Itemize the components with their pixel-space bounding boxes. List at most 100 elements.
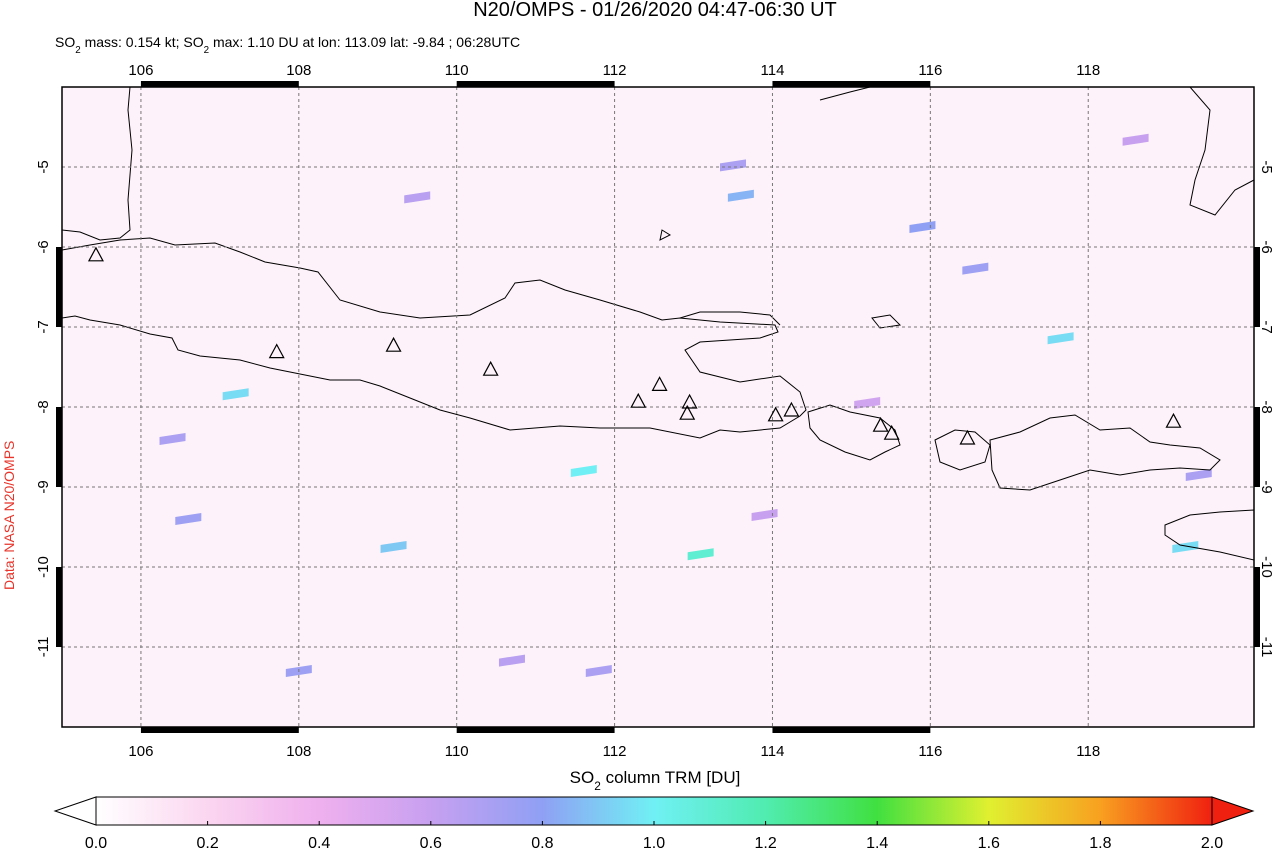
volcano — [385, 336, 402, 352]
volcano — [651, 376, 668, 391]
coastline — [1164, 509, 1254, 561]
axis-band — [56, 407, 62, 487]
volcano — [87, 246, 104, 262]
y-tick-label: -9 — [1258, 480, 1272, 493]
so2-pixel — [159, 433, 186, 445]
so2-pixel — [1185, 469, 1212, 481]
y-tick-label: -7 — [35, 320, 52, 333]
y-tick-label: -5 — [35, 160, 52, 173]
volcano — [681, 393, 698, 409]
so2-pixel — [404, 191, 431, 204]
colorbar-tick-label: 1.8 — [1089, 835, 1111, 852]
coastline — [807, 404, 901, 461]
axis-band — [1254, 247, 1260, 327]
volcanoes — [87, 246, 1182, 445]
so2-pixel — [962, 262, 989, 275]
colorbar-tick-label: 0.2 — [196, 835, 218, 852]
so2-pixel — [909, 221, 936, 233]
subscript: 2 — [75, 45, 80, 56]
x-tick-label: 116 — [918, 743, 942, 760]
y-tick-label: -11 — [35, 637, 52, 658]
volcano — [630, 392, 647, 408]
coastlines — [62, 87, 1254, 561]
axis-band — [56, 567, 62, 647]
so2-pixel — [380, 541, 407, 553]
colorbar-tick-label: 1.2 — [754, 835, 776, 852]
x-tick-label: 106 — [128, 743, 153, 760]
axis-band — [456, 727, 615, 733]
so2-pixel — [854, 397, 881, 409]
volcano — [767, 406, 784, 422]
axis-band — [140, 81, 299, 87]
y-tick-label: -10 — [35, 556, 52, 578]
title: N20/OMPS - 01/26/2020 04:47-06:30 UT — [473, 0, 837, 21]
volcano — [883, 424, 900, 440]
subscript: 2 — [204, 45, 209, 56]
text-part: SO — [55, 34, 75, 50]
volcano — [268, 343, 285, 359]
y-tick-label: -6 — [1258, 240, 1272, 253]
text-part: mass: 0.154 kt; SO — [81, 34, 204, 50]
axes: 106 106 108 108 110 110 112 112 114 114 116 116 118 1… — [35, 62, 1272, 760]
axis-band — [1254, 567, 1260, 647]
x-tick-label: 108 — [286, 62, 311, 79]
so2-pixel — [570, 465, 597, 477]
coastline — [62, 87, 133, 241]
subtitle: SO2 mass: 0.154 kt; SO2 max: 1.10 DU at … — [55, 34, 520, 56]
so2-pixel — [719, 159, 746, 172]
colorbar-under — [53, 796, 97, 826]
credit: Data: NASA N20/OMPS — [1, 441, 17, 590]
colorbar — [95, 796, 1213, 826]
volcano — [1165, 412, 1182, 428]
volcano — [959, 429, 976, 445]
so2-pixel — [498, 654, 525, 667]
y-tick-label: -8 — [35, 400, 52, 413]
colorbar-tick-label: 2.0 — [1201, 835, 1223, 852]
colorbar-label: SO2 column TRM [DU] — [570, 768, 741, 793]
y-tick-label: -8 — [1258, 400, 1272, 413]
x-tick-label: 110 — [445, 743, 469, 760]
pixel-layer — [159, 133, 1212, 677]
so2-pixel — [1047, 332, 1074, 345]
so2-pixel — [687, 548, 714, 561]
x-tick-label: 118 — [1076, 62, 1100, 79]
colorbar-tick-label: 1.0 — [643, 835, 665, 852]
so2-pixel — [727, 189, 754, 202]
coastline — [62, 237, 807, 439]
so2-pixel — [751, 509, 778, 521]
x-tick-label: 108 — [286, 743, 311, 760]
volcano — [482, 360, 499, 376]
colorbar-tick-label: 0.0 — [85, 835, 107, 852]
volcano — [783, 401, 800, 417]
x-tick-label: 114 — [761, 62, 785, 79]
x-tick-label: 112 — [603, 743, 627, 760]
axis-band — [1254, 407, 1260, 487]
y-tick-label: -6 — [35, 240, 52, 253]
y-tick-label: -10 — [1258, 556, 1272, 578]
colorbar-ticks: 0.0 0.2 0.4 0.6 0.8 1.0 1.2 1.4 1.6 1.8 2.0 — [85, 821, 1223, 852]
so2-pixel — [1122, 133, 1149, 146]
volcano — [679, 404, 696, 420]
y-tick-label: -5 — [1258, 160, 1272, 173]
so2-pixel — [222, 388, 249, 401]
colorbar-tick-label: 0.4 — [308, 835, 330, 852]
y-tick-label: -11 — [1258, 637, 1272, 658]
colorbar-tick-label: 1.4 — [866, 835, 888, 852]
colorbar-tick-label: 0.8 — [531, 835, 553, 852]
colorbar-tick-label: 0.6 — [420, 835, 442, 852]
x-tick-label: 116 — [918, 62, 942, 79]
colorbar-tick-label: 1.6 — [978, 835, 1000, 852]
so2-pixel — [175, 513, 202, 525]
axis-band — [140, 727, 299, 733]
axis-band — [772, 81, 931, 87]
axis-band — [456, 81, 615, 87]
x-tick-label: 106 — [128, 62, 153, 79]
x-tick-label: 112 — [603, 62, 627, 79]
x-tick-label: 110 — [445, 62, 469, 79]
coastline — [934, 429, 991, 471]
colorbar-over — [1211, 796, 1255, 826]
subscript: 2 — [594, 779, 601, 793]
axis-band — [56, 247, 62, 327]
so2-pixel — [585, 665, 612, 677]
